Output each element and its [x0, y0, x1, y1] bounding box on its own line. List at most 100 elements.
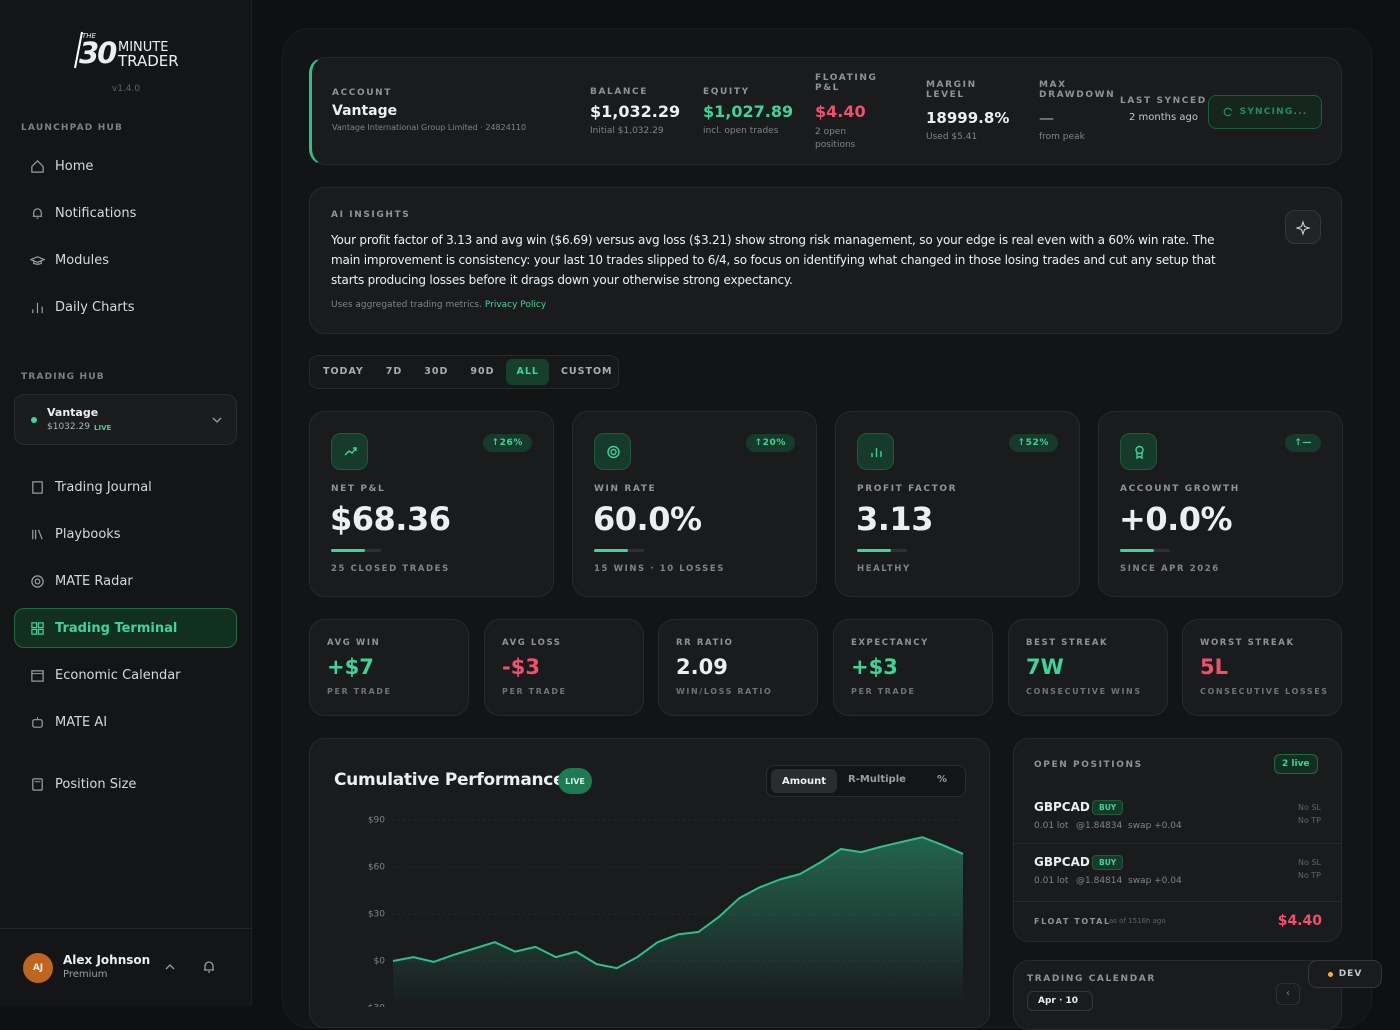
icon — [871, 448, 882, 457]
bell[interactable] — [201, 959, 217, 975]
ai-insights: AI INSIGHTS Your profit factor of 3.13 a… — [309, 187, 1342, 334]
float-value: $4.40 — [1277, 913, 1322, 929]
icon — [32, 480, 43, 494]
nav-item[interactable]: Modules — [30, 250, 109, 270]
prev-button[interactable]: ‹ — [1276, 983, 1300, 1005]
stat-label: BEST STREAK — [1026, 638, 1109, 648]
kpi-label: WIN RATE — [594, 484, 657, 494]
stat-label: AVG LOSS — [502, 638, 562, 648]
sub: 2 open positions — [815, 127, 856, 150]
sl: No SL — [1298, 858, 1321, 867]
nav-text: Trading Terminal — [55, 620, 178, 636]
account-name: Vantage — [332, 103, 398, 119]
footnote-text: Uses aggregated trading metrics. — [331, 300, 482, 310]
label: OPEN POSITIONS — [1034, 760, 1143, 770]
y-tick-label: $60 — [368, 863, 385, 873]
nav-item[interactable]: Position Size — [30, 774, 136, 794]
kpi-badge: ↑20% — [745, 434, 795, 452]
kpi-badge: ↑— — [1285, 434, 1321, 452]
divider — [0, 928, 252, 929]
kpi-badge: ↑52% — [1008, 434, 1058, 452]
icon — [31, 669, 44, 682]
kpi-card: ↑— ACCOUNT GROWTH +0.0% SINCE APR 2026 — [1098, 411, 1343, 597]
account-selector[interactable]: Vantage $1032.29 LIVE — [14, 394, 237, 445]
range-tab-active[interactable]: ALL — [506, 359, 549, 385]
side-badge: BUY — [1092, 800, 1124, 815]
nav-item[interactable]: Notifications — [30, 203, 136, 223]
icon — [31, 574, 44, 588]
range-tab[interactable]: CUSTOM — [560, 366, 613, 377]
ai-button[interactable] — [1285, 210, 1321, 244]
nav-text: Modules — [55, 252, 110, 268]
stat-card: WORST STREAK 5L CONSECUTIVE LOSSES — [1182, 619, 1342, 716]
nav-item[interactable]: MATE Radar — [30, 571, 133, 591]
nav-text: Position Size — [55, 776, 137, 792]
range-tab[interactable]: 90D — [470, 366, 495, 377]
kpi-sub: 15 WINS · 10 LOSSES — [594, 564, 726, 574]
account-detail: Vantage International Group Limited · 24… — [332, 123, 527, 132]
range-tab[interactable]: 7D — [385, 366, 403, 377]
stat-card: BEST STREAK 7W CONSECUTIVE WINS — [1008, 619, 1168, 716]
privacy-link[interactable]: Privacy Policy — [484, 300, 547, 310]
stat-sub: PER TRADE — [327, 687, 392, 696]
lot: 0.01 lot — [1034, 876, 1069, 886]
swap: swap +0.04 — [1128, 876, 1182, 886]
live-count: 2 live — [1274, 754, 1318, 774]
chevron — [212, 417, 222, 423]
dot — [1327, 971, 1333, 977]
month-select[interactable]: Apr · 10 — [1027, 991, 1093, 1011]
sub: Initial $1,032.29 — [590, 126, 664, 136]
nav-item[interactable]: Playbooks — [30, 524, 121, 544]
chart: $90 $60 $30 $0 -$30 — [365, 816, 964, 1007]
line — [392, 836, 964, 970]
sync-button[interactable]: SYNCING... — [1208, 95, 1322, 129]
nav-item[interactable]: Daily Charts — [30, 297, 135, 317]
value: $1,027.89 — [703, 102, 794, 121]
kpi-label: NET P&L — [331, 484, 386, 494]
icon — [31, 159, 44, 173]
icon — [32, 529, 43, 539]
nav-text: Home — [55, 158, 94, 174]
tp: No TP — [1297, 816, 1321, 825]
kpi-icon — [331, 433, 368, 470]
stat-value: 7W — [1026, 655, 1064, 679]
icon — [607, 445, 620, 459]
nav-item[interactable]: MATE AI — [30, 712, 107, 732]
performance-card: Cumulative Performance LIVE Amount R-Mul… — [309, 738, 990, 1028]
kpi-card: ↑52% PROFIT FACTOR 3.13 HEALTHY — [835, 411, 1080, 597]
user-plan: Premium — [63, 969, 108, 980]
kpi-sub: HEALTHY — [857, 564, 911, 574]
y-tick-label: $90 — [368, 816, 385, 826]
kpi-value: $68.36 — [330, 500, 451, 538]
icon — [30, 255, 45, 265]
stat-sub: CONSECUTIVE WINS — [1026, 687, 1142, 696]
range-tab[interactable]: 30D — [424, 366, 449, 377]
chevron[interactable] — [165, 963, 175, 971]
nav-item[interactable]: Economic Calendar — [30, 665, 181, 685]
nav-item[interactable]: Home — [30, 156, 93, 176]
stat-sub: PER TRADE — [502, 687, 567, 696]
sub: from peak — [1039, 132, 1085, 142]
kpi-card: ↑20% WIN RATE 60.0% 15 WINS · 10 LOSSES — [572, 411, 817, 597]
toggle[interactable]: R-Multiple — [848, 774, 906, 785]
logo-the: THE — [82, 32, 96, 40]
nav-active-bg — [14, 608, 237, 648]
section-label: TRADING HUB — [21, 372, 105, 382]
toggle[interactable]: % — [937, 774, 948, 785]
toggle-active[interactable]: Amount — [771, 769, 837, 793]
label: LAST SYNCED — [1120, 96, 1207, 106]
kpi-bar — [331, 549, 381, 552]
section-label: LAUNCHPAD HUB — [21, 123, 124, 133]
nav-text: Economic Calendar — [55, 667, 181, 683]
nav-item[interactable]: Trading Journal — [30, 477, 152, 497]
stat-card: AVG WIN +$7 PER TRADE — [309, 619, 469, 716]
label: MARGIN LEVEL — [926, 80, 977, 100]
icon — [32, 777, 43, 791]
range-tab[interactable]: TODAY — [323, 366, 364, 377]
dev-badge[interactable]: DEV — [1308, 960, 1382, 988]
price: @1.84814 — [1076, 876, 1123, 886]
chart-title: Cumulative Performance — [334, 770, 565, 790]
kpi-card: ↑26% NET P&L $68.36 25 CLOSED TRADES — [309, 411, 554, 597]
nav-item-active[interactable]: Trading Terminal — [30, 618, 177, 638]
